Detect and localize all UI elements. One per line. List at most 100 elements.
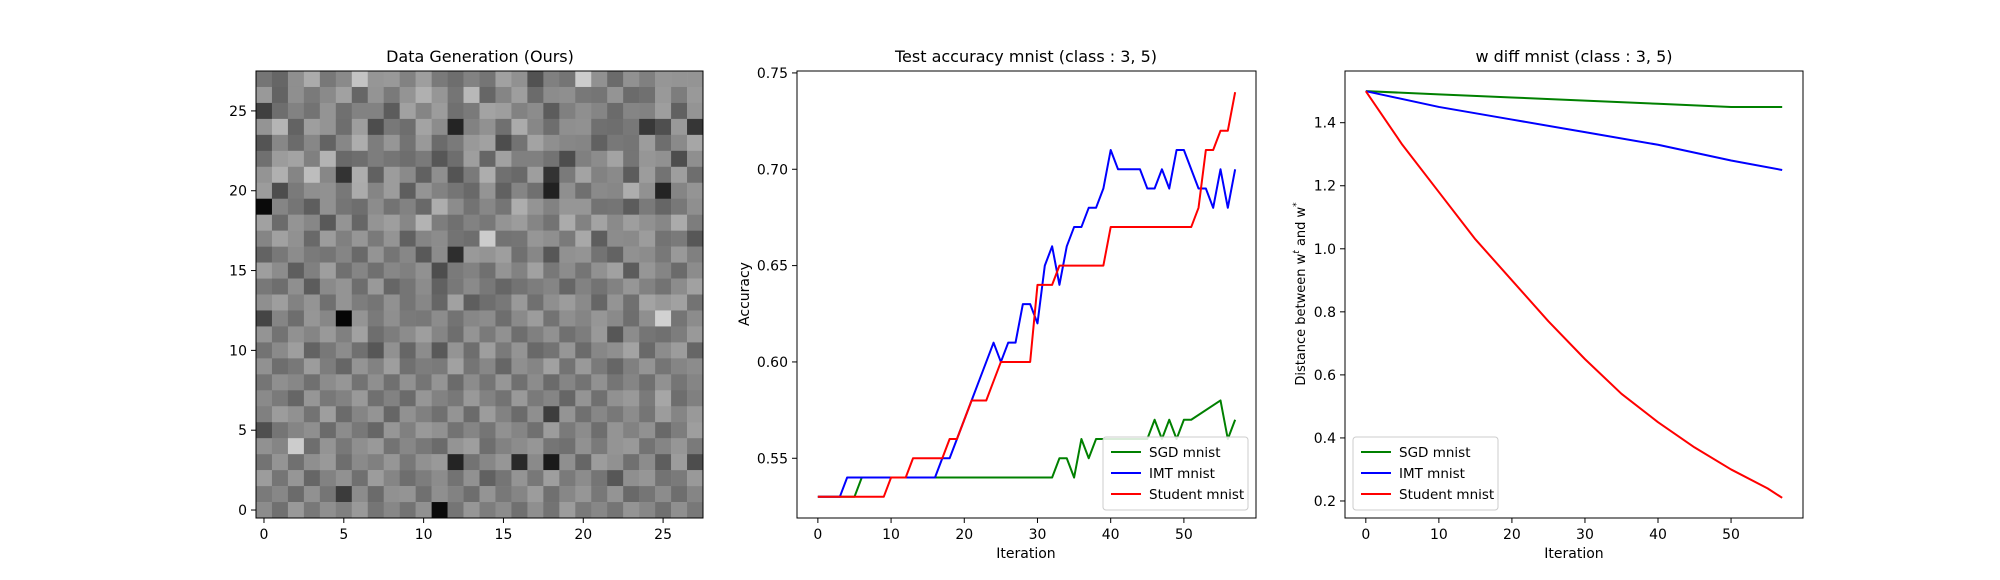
- heatmap-cell: [559, 102, 576, 120]
- heatmap-cell: [671, 182, 688, 200]
- heatmap-cell: [399, 262, 416, 279]
- heatmap-cell: [271, 166, 289, 184]
- heatmap-cell: [527, 230, 544, 247]
- heatmap-cell: [383, 342, 400, 359]
- heatmap-cell: [495, 198, 512, 215]
- heatmap-cell: [543, 454, 560, 471]
- heatmap-cell: [479, 278, 496, 295]
- heatmap-cell: [559, 358, 576, 375]
- heatmap-cell: [415, 422, 432, 439]
- heatmap-cell: [271, 486, 289, 503]
- heatmap-cell: [335, 134, 353, 152]
- heatmap-cell: [367, 310, 385, 327]
- heatmap-cell: [319, 310, 337, 327]
- y-tick-label: 0.75: [757, 66, 788, 82]
- heatmap-cell: [559, 198, 576, 215]
- heatmap-cell: [495, 150, 512, 168]
- heatmap-cell: [335, 71, 353, 88]
- x-tick-label: 0: [1361, 527, 1370, 543]
- heatmap-cell: [511, 214, 528, 231]
- heatmap-cell: [287, 486, 305, 503]
- heatmap-cell: [639, 406, 656, 423]
- heatmap-cell: [575, 134, 592, 152]
- heatmap-cell: [271, 278, 289, 295]
- heatmap-cell: [287, 358, 305, 375]
- heatmap-cell: [415, 150, 432, 168]
- heatmap-cell: [479, 262, 496, 279]
- heatmap-cell: [303, 102, 321, 120]
- heatmap-cell: [415, 118, 432, 136]
- heatmap-cell: [543, 150, 560, 168]
- heatmap-cell: [495, 310, 512, 327]
- heatmap-cell: [591, 358, 608, 375]
- legend-label: SGD mnist: [1149, 445, 1221, 461]
- heatmap-cell: [415, 246, 432, 263]
- heatmap-cell: [319, 214, 337, 231]
- heatmap-cell: [271, 230, 289, 247]
- heatmap-cell: [623, 246, 640, 263]
- heatmap-cell: [559, 374, 576, 391]
- heatmap-cell: [495, 502, 512, 519]
- heatmap-cell: [591, 230, 608, 247]
- heatmap-cell: [367, 71, 385, 88]
- heatmap-cell: [351, 278, 369, 295]
- heatmap-cell: [655, 422, 672, 439]
- heatmap-cell: [495, 71, 512, 88]
- heatmap-cell: [575, 470, 592, 487]
- heatmap-cell: [463, 86, 480, 104]
- heatmap-cell: [447, 134, 464, 152]
- heatmap-cell: [271, 342, 289, 359]
- heatmap-cell: [639, 310, 656, 327]
- heatmap-cell: [431, 342, 448, 359]
- heatmap-cell: [303, 438, 321, 455]
- heatmap-cell: [447, 71, 464, 88]
- heatmap-cell: [479, 390, 496, 407]
- heatmap-cell: [256, 310, 273, 327]
- heatmap-cell: [495, 86, 512, 104]
- heatmap-cell: [671, 102, 688, 120]
- heatmap-cell: [399, 342, 416, 359]
- heatmap-cell: [367, 182, 385, 200]
- heatmap-cell: [351, 406, 369, 423]
- heatmap-cell: [399, 326, 416, 343]
- heatmap-cell: [607, 182, 624, 200]
- heatmap-cell: [271, 326, 289, 343]
- heatmap-cell: [559, 502, 576, 519]
- x-tick-label: 20: [955, 527, 973, 543]
- heatmap-cell: [527, 150, 544, 168]
- heatmap-cell: [479, 486, 496, 503]
- y-tick-label: 0.55: [757, 451, 788, 467]
- heatmap-cell: [367, 118, 385, 136]
- heatmap-cell: [367, 470, 385, 487]
- heatmap-cell: [367, 342, 385, 359]
- heatmap-cell: [303, 502, 321, 519]
- x-tick-label: 30: [1576, 527, 1594, 543]
- heatmap-cell: [415, 326, 432, 343]
- heatmap-cell: [655, 406, 672, 423]
- heatmap-cell: [383, 198, 400, 215]
- heatmap-cell: [655, 214, 672, 231]
- heatmap-cell: [511, 71, 528, 88]
- heatmap-cell: [319, 246, 337, 263]
- heatmap-cell: [399, 502, 416, 519]
- heatmap-cell: [367, 486, 385, 503]
- heatmap-cell: [303, 166, 321, 184]
- heatmap-cell: [399, 470, 416, 487]
- heatmap-cell: [447, 246, 464, 263]
- heatmap-cell: [271, 198, 289, 215]
- heatmap-cell: [559, 294, 576, 311]
- heatmap-cell: [319, 438, 337, 455]
- heatmap-cell: [383, 406, 400, 423]
- heatmap-cell: [319, 406, 337, 423]
- heatmap-cell: [447, 150, 464, 168]
- accuracy-legend: SGD mnist IMT mnist Student mnist: [1102, 436, 1249, 511]
- heatmap-cell: [559, 182, 576, 200]
- heatmap-cell: [655, 502, 672, 519]
- heatmap-cell: [351, 71, 369, 88]
- y-tick-label: 0.4: [1314, 431, 1336, 447]
- heatmap-cell: [639, 118, 656, 136]
- heatmap-cell: [607, 438, 624, 455]
- heatmap-cell: [335, 262, 353, 279]
- heatmap-cell: [431, 310, 448, 327]
- heatmap-cell: [495, 470, 512, 487]
